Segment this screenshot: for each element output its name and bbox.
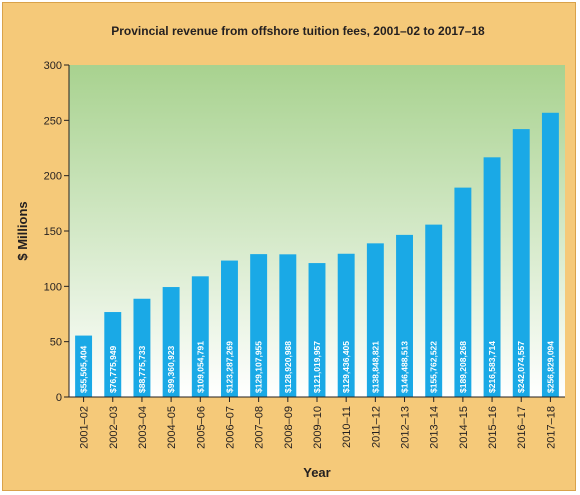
x-tick-label: 2004–05 [166,406,178,449]
x-tick-label: 2015–16 [487,406,499,449]
y-axis: 0 50 100 150 200 250 300 [44,60,70,404]
bar-data-label: $189,208,268 [458,341,468,393]
bar-data-label: $216,583,714 [487,341,497,393]
bar-data-label: $129,436,405 [341,341,351,393]
bar [541,112,559,397]
chart-figure: Provincial revenue from offshore tuition… [2,2,576,491]
bar [75,335,93,397]
y-tick-label: 200 [44,171,62,183]
bar-data-label: $256,829,094 [545,341,555,393]
bar-data-label: $121,019,957 [312,341,322,393]
x-tick-label: 2008–09 [283,406,295,449]
bar [250,254,268,397]
x-tick-label: 2009–10 [312,406,324,449]
x-tick-label: 2017–18 [545,406,557,449]
x-tick-label: 2010–11 [341,406,353,448]
bar [483,157,501,397]
x-tick-label: 2012–13 [400,406,412,449]
x-tick-label: 2007–08 [254,406,266,449]
x-tick-label: 2014–15 [458,406,470,449]
chart-svg: Provincial revenue from offshore tuition… [15,24,565,480]
bar [221,260,238,397]
bar [366,243,384,397]
y-tick-label: 50 [50,337,62,349]
y-tick-label: 250 [44,115,62,127]
x-axis-title: Year [303,465,330,480]
bar [162,287,180,397]
bar [191,276,209,397]
x-tick-label: 2011–12 [370,406,382,448]
bar-data-label: $128,920,988 [283,341,293,393]
bar [425,224,443,397]
x-tick-label: 2002–03 [108,406,120,449]
x-tick-label: 2016–17 [516,406,528,449]
bar-data-label: $55,505,404 [79,345,89,393]
x-tick-label: 2013–14 [429,406,441,449]
y-tick-label: 0 [56,392,62,404]
x-tick-label: 2006–07 [224,406,236,449]
x-tick-label: 2005–06 [195,406,207,449]
y-tick-label: 100 [44,281,62,293]
x-tick-label: 2001–02 [79,406,91,449]
bar [512,129,530,397]
y-axis-title: $ Millions [15,201,30,260]
y-tick-label: 300 [44,60,62,72]
bar-data-label: $146,488,513 [400,341,410,393]
bar [308,263,326,397]
x-axis: 2001–02 2002–03 2003–04 2004–05 2005–06 2006–… [69,396,565,449]
bar-data-label: $88,775,733 [137,345,147,393]
bar [396,234,413,397]
bar-data-label: $76,775,949 [108,345,118,393]
bar-data-label: $155,762,522 [429,341,439,393]
bar-data-label: $109,054,791 [195,341,205,393]
bar [133,298,151,397]
bar [454,187,472,397]
bar-data-label: $99,360,923 [166,345,176,393]
chart-title: Provincial revenue from offshore tuition… [111,24,485,38]
bar-data-label: $242,074,557 [516,341,526,393]
bar [279,254,297,397]
bar-data-label: $138,848,821 [370,341,380,393]
bar-data-label: $123,287,269 [224,341,234,393]
bar [337,253,355,397]
bars-group: $55,505,404 $76,775,949 $88,775,733 $99,360… [75,112,559,397]
x-tick-label: 2003–04 [137,406,149,449]
bar [104,312,122,397]
y-tick-label: 150 [44,226,62,238]
bar-data-label: $129,107,955 [254,341,264,393]
